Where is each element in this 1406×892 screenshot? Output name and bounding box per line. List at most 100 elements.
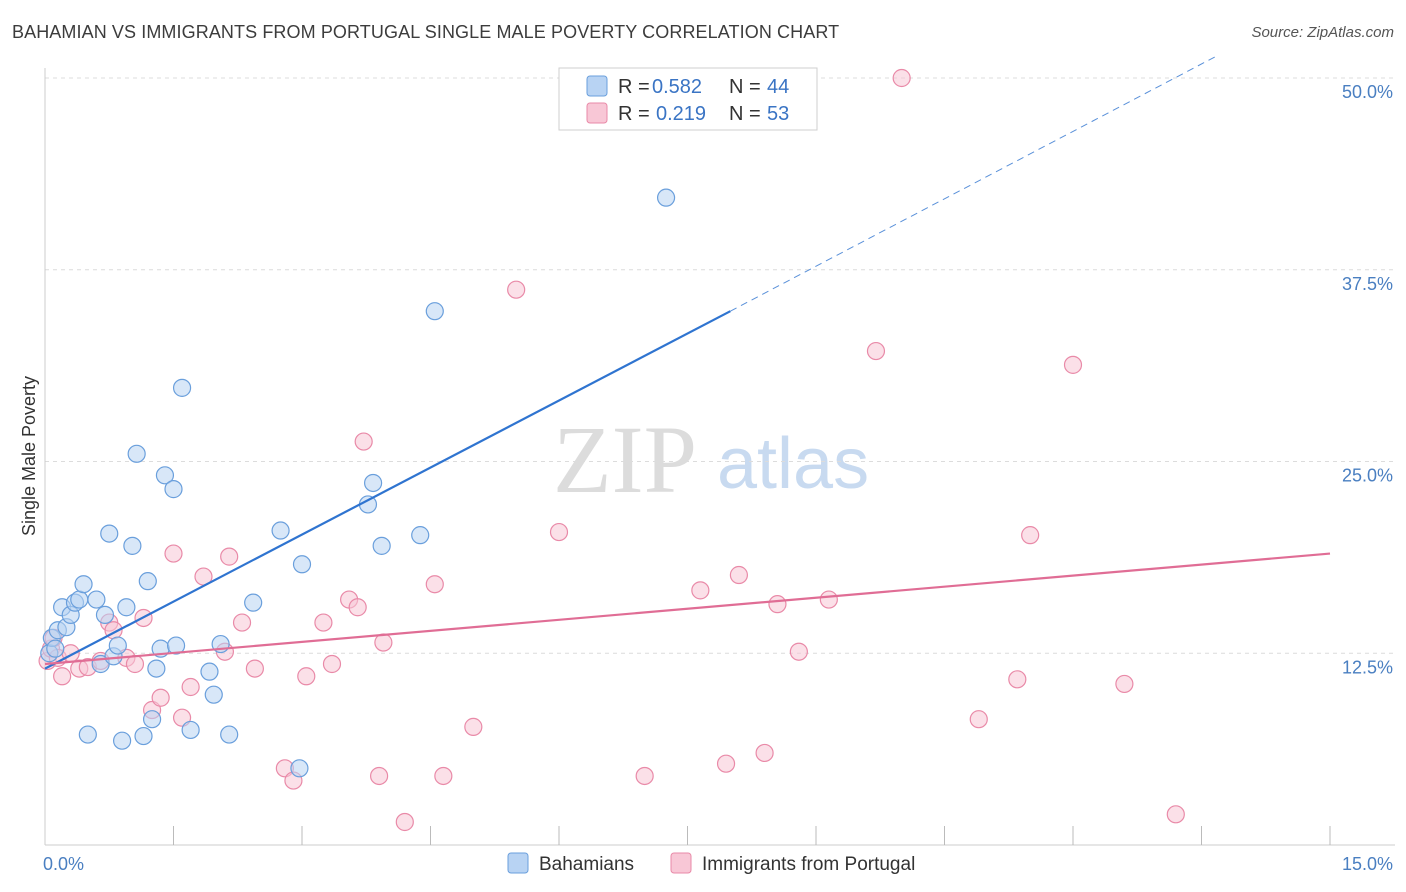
portugal-point-53 [1063,355,1083,374]
bahamians-point-2 [46,639,65,658]
bottom-legend-portugal: Immigrants from Portugal [702,854,915,875]
portugal-point-49 [892,68,911,88]
bahamians-point-38 [292,555,312,574]
portugal-point-46 [789,642,808,661]
portugal-point-54 [1115,674,1134,694]
bahamians-point-44 [656,188,676,207]
portugal-point-39 [549,522,569,542]
trend-lines [44,54,1331,670]
legend-n-value-2: 53 [767,103,789,125]
portugal-point-50 [969,710,988,729]
portugal-point-22 [232,613,252,632]
bahamians-point-29 [172,378,192,397]
portugal-point-30 [348,598,367,617]
bahamians-point-26 [155,466,175,485]
portugal-point-52 [1021,526,1040,545]
legend-n-value-1: 44 [767,76,789,98]
legend-n-label-2: N = [729,103,761,125]
bahamians-point-27 [164,480,183,499]
y-tick-label-0: 12.5% [1342,657,1393,677]
portugal-point-33 [374,633,393,652]
bahamians-point-36 [271,521,290,540]
portugal-point-47 [819,590,838,609]
legend-swatch-pink [586,102,608,124]
portugal-point-16 [164,544,183,563]
portugal-point-36 [434,766,453,786]
legend-r-label-1: R = [618,76,650,98]
watermark-zip: ZIP [553,406,697,513]
bahamians-point-34 [220,725,239,744]
bahamians-point-10 [78,725,97,744]
portugal-trend-line [44,552,1331,666]
x-tick-label-1: 15.0% [1342,854,1393,874]
bahamians-point-42 [411,526,430,545]
bahamians-trend-extension [730,54,1219,312]
watermark-atlas: atlas [717,424,869,504]
portugal-point-26 [297,667,316,686]
portugal-point-45 [768,595,787,614]
correlation-legend: R = 0.582 N = 44 R = 0.219 N = 53 [558,67,818,131]
portugal-point-23 [245,659,264,678]
series-bahamians-points [40,188,676,778]
bahamians-trend-line [44,310,731,670]
source-credit: Source: ZipAtlas.com [1251,24,1394,41]
portugal-point-4 [53,667,72,686]
portugal-point-21 [220,547,239,566]
bottom-legend-swatch-pink [670,852,692,874]
x-tick-labels: 0.0% 15.0% [43,854,1393,874]
bahamians-point-18 [117,598,136,617]
bahamians-point-19 [123,536,142,555]
portugal-point-32 [370,766,389,786]
series-legend: Bahamians Immigrants from Portugal [507,852,915,875]
bahamians-point-35 [244,593,263,612]
bahamians-point-16 [108,636,127,655]
y-axis-title: Single Male Poverty [19,376,39,536]
portugal-point-37 [464,717,483,736]
bahamians-point-17 [112,731,132,750]
bahamians-point-13 [95,605,115,625]
portugal-point-38 [507,280,526,299]
bahamians-point-14 [100,524,119,543]
bottom-legend-bahamians: Bahamians [539,854,634,875]
portugal-point-40 [635,766,654,786]
legend-r-value-1: 0.582 [652,76,702,98]
axes [44,68,1395,846]
y-tick-label-2: 37.5% [1342,274,1393,294]
portugal-point-35 [425,575,444,594]
bahamians-point-9 [74,575,93,594]
bottom-legend-swatch-blue [507,852,529,874]
portugal-point-15 [151,688,170,707]
gridlines [45,77,1395,654]
legend-r-label-2: R = [618,103,650,125]
bahamians-point-31 [200,662,219,681]
y-tick-label-3: 50.0% [1342,82,1393,102]
portugal-point-55 [1166,805,1185,824]
x-tick-label-0: 0.0% [43,854,84,874]
y-tick-labels: 12.5% 25.0% 37.5% 50.0% [1342,82,1393,677]
bahamians-point-8 [70,590,89,609]
portugal-point-48 [866,341,886,361]
portugal-point-27 [314,613,333,632]
portugal-point-41 [691,581,710,600]
bahamians-point-30 [181,720,200,740]
chart-title: BAHAMIAN VS IMMIGRANTS FROM PORTUGAL SIN… [12,22,840,42]
bahamians-point-37 [290,759,309,778]
bahamians-point-11 [87,590,106,609]
legend-r-value-2: 0.219 [656,103,706,125]
legend-n-label-1: N = [729,76,761,98]
portugal-point-12 [125,654,145,674]
bahamians-point-32 [204,685,223,704]
portugal-point-34 [395,812,414,832]
bahamians-point-23 [142,710,162,729]
portugal-point-18 [181,677,200,697]
bahamians-point-21 [134,726,153,746]
portugal-point-51 [1008,670,1027,689]
bahamians-point-41 [372,536,391,555]
portugal-point-43 [729,565,749,585]
portugal-point-28 [322,654,342,674]
portugal-point-42 [716,754,736,773]
portugal-point-17 [172,708,192,727]
portugal-point-31 [354,432,373,451]
legend-swatch-blue [586,75,608,97]
